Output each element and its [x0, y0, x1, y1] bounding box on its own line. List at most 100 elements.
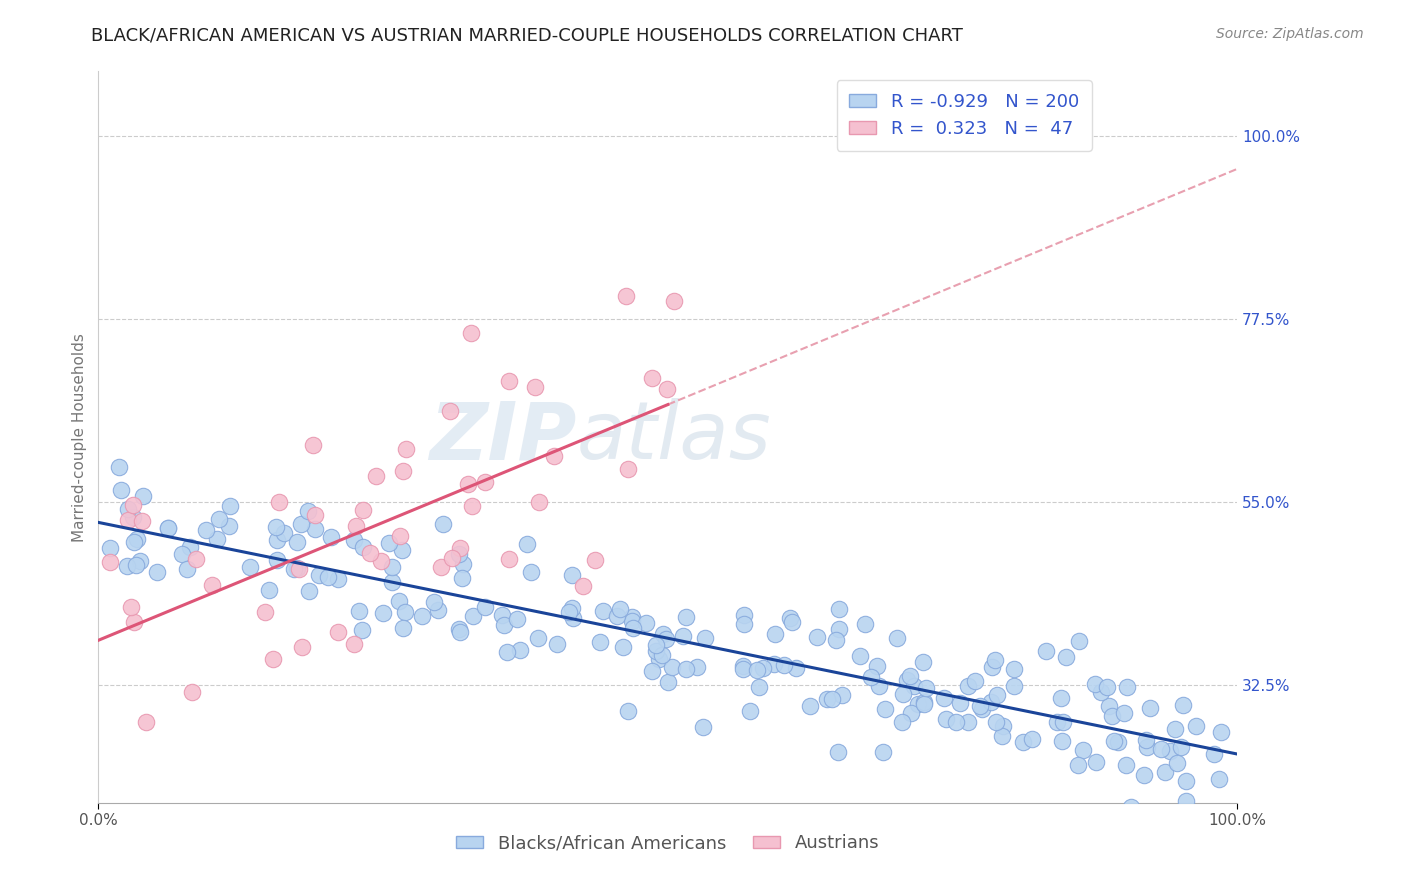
Point — [380, 560, 402, 574]
Point — [1166, 756, 1188, 770]
Point — [389, 529, 412, 543]
Point — [780, 615, 803, 629]
Point — [956, 715, 979, 730]
Point — [1164, 722, 1187, 736]
Point — [359, 546, 381, 560]
Point — [934, 690, 956, 705]
Point — [1171, 698, 1194, 712]
Point — [956, 679, 979, 693]
Point — [641, 664, 664, 678]
Point — [1046, 714, 1069, 729]
Point — [451, 558, 474, 572]
Point — [1209, 724, 1232, 739]
Point — [986, 688, 1008, 702]
Point — [326, 572, 349, 586]
Point — [1107, 735, 1129, 749]
Point — [912, 695, 935, 709]
Point — [352, 540, 374, 554]
Point — [266, 553, 288, 567]
Point — [395, 442, 418, 456]
Point — [815, 692, 838, 706]
Point — [124, 615, 146, 629]
Point — [1098, 698, 1121, 713]
Point — [969, 698, 991, 713]
Point — [1012, 735, 1035, 749]
Point — [546, 637, 568, 651]
Point — [498, 552, 520, 566]
Point — [523, 380, 546, 394]
Point — [898, 668, 921, 682]
Point — [195, 523, 218, 537]
Point — [218, 519, 240, 533]
Point — [449, 541, 471, 555]
Point — [326, 624, 349, 639]
Point — [290, 517, 312, 532]
Point — [350, 623, 373, 637]
Point — [772, 658, 794, 673]
Point — [1139, 700, 1161, 714]
Point — [828, 622, 851, 636]
Point — [509, 643, 531, 657]
Point — [495, 645, 517, 659]
Point — [1054, 650, 1077, 665]
Point — [1002, 679, 1025, 693]
Point — [267, 495, 290, 509]
Point — [655, 632, 678, 646]
Point — [364, 468, 387, 483]
Point — [1101, 708, 1123, 723]
Point — [1149, 742, 1171, 756]
Point — [748, 680, 770, 694]
Point — [205, 532, 228, 546]
Point — [321, 531, 343, 545]
Point — [561, 568, 583, 582]
Point — [903, 679, 925, 693]
Point — [218, 499, 240, 513]
Point — [763, 657, 786, 671]
Y-axis label: Married-couple Households: Married-couple Households — [72, 333, 87, 541]
Point — [1090, 685, 1112, 699]
Point — [157, 521, 180, 535]
Point — [609, 602, 631, 616]
Point — [343, 637, 366, 651]
Point — [394, 606, 416, 620]
Point — [449, 624, 471, 639]
Point — [181, 685, 204, 699]
Point — [440, 551, 463, 566]
Point — [620, 610, 643, 624]
Point — [285, 560, 308, 574]
Point — [121, 510, 143, 524]
Point — [657, 674, 679, 689]
Point — [460, 326, 482, 341]
Point — [621, 615, 644, 629]
Point — [557, 605, 579, 619]
Point — [156, 521, 179, 535]
Point — [745, 663, 768, 677]
Point — [848, 648, 870, 663]
Point — [391, 543, 413, 558]
Point — [1084, 755, 1107, 769]
Point — [108, 460, 131, 475]
Point — [392, 464, 415, 478]
Point — [972, 702, 994, 716]
Point — [527, 495, 550, 509]
Point — [641, 371, 664, 385]
Point — [1159, 743, 1181, 757]
Point — [785, 661, 807, 675]
Point — [671, 629, 693, 643]
Point — [866, 659, 889, 673]
Point — [422, 595, 444, 609]
Point — [1170, 740, 1192, 755]
Point — [983, 653, 1005, 667]
Point — [1104, 734, 1126, 748]
Point — [827, 745, 849, 759]
Point — [447, 547, 470, 561]
Point — [752, 661, 775, 675]
Point — [259, 583, 281, 598]
Point — [935, 712, 957, 726]
Point — [491, 608, 513, 623]
Point — [411, 609, 433, 624]
Point — [1154, 765, 1177, 780]
Point — [806, 630, 828, 644]
Point — [912, 697, 935, 711]
Point — [733, 607, 755, 622]
